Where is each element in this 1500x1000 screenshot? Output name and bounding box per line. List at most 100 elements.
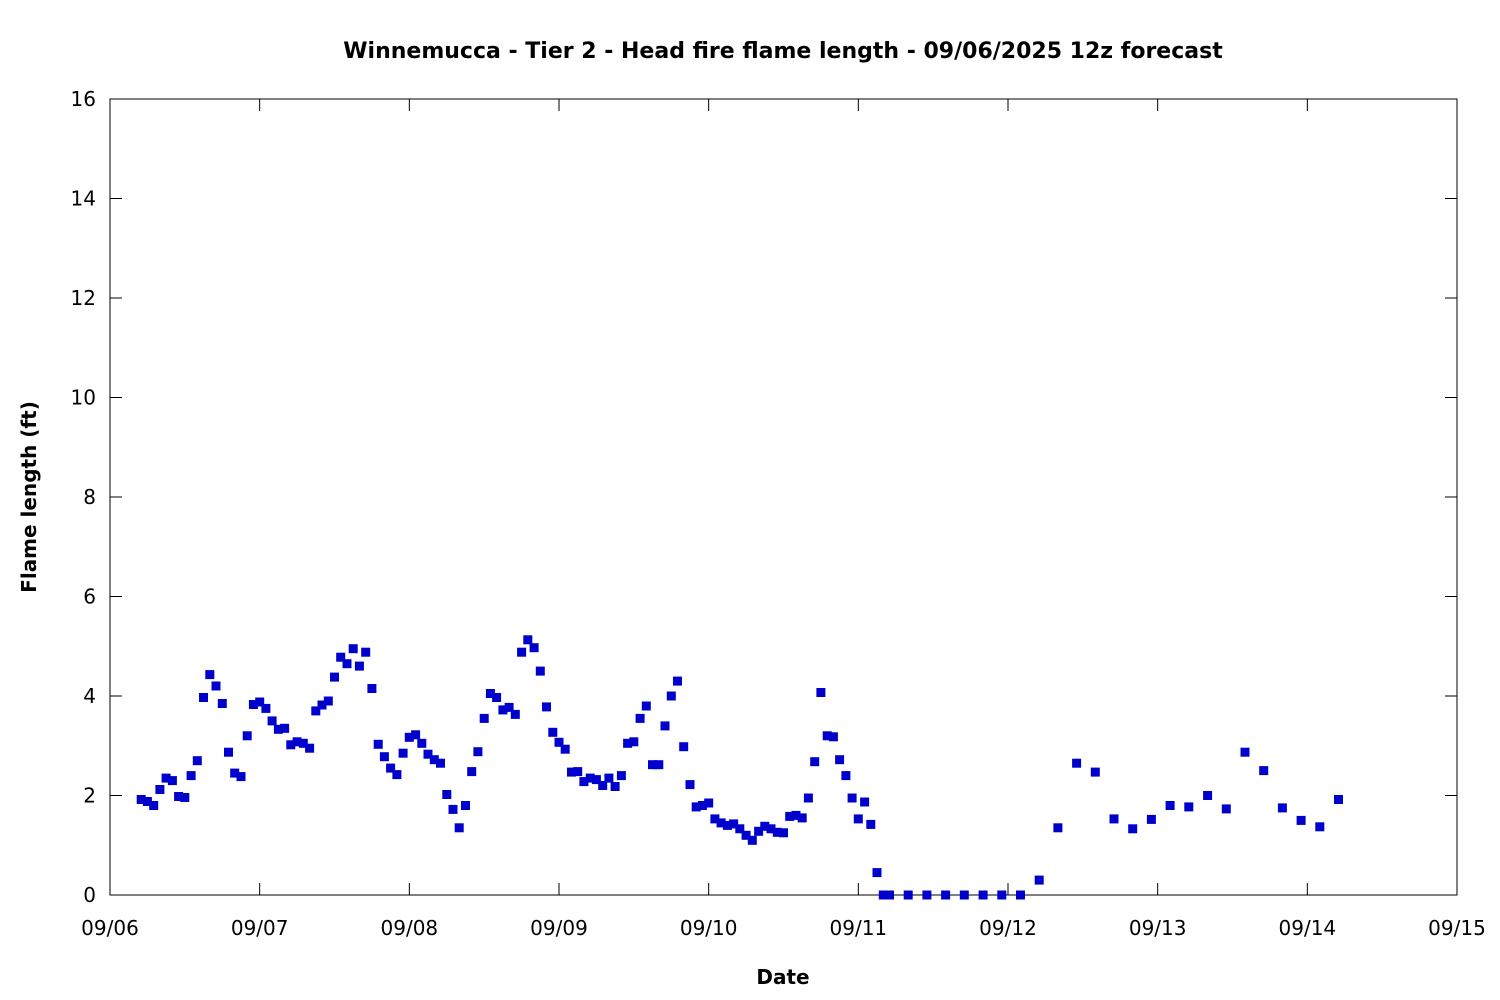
data-point [729,819,739,829]
data-point [1203,791,1213,800]
data-point [579,777,589,787]
data-point [560,744,570,754]
data-point [404,732,414,742]
x-tick-label: 09/08 [381,916,439,940]
data-point [361,647,371,657]
data-point [760,821,770,831]
data-point [772,827,782,837]
data-point [785,811,795,821]
data-point [716,818,726,828]
y-tick-label: 16 [71,87,96,111]
data-point [735,824,745,834]
y-tick-label: 0 [83,883,96,907]
data-point [685,780,695,790]
data-point [1165,801,1175,810]
data-point [803,793,813,803]
data-point [155,785,165,794]
data-point [1334,795,1343,804]
data-point [885,890,894,900]
data-point [853,814,863,824]
data-point [548,727,558,737]
y-tick-label: 4 [83,684,96,708]
data-point [248,700,258,709]
data-point [136,795,146,804]
data-point [454,823,464,833]
data-point [354,661,364,671]
data-point [211,681,221,691]
data-point [816,688,826,697]
data-point [791,810,801,820]
data-point [217,699,227,708]
data-point [1109,814,1119,824]
data-point [922,890,932,900]
data-point [903,890,913,900]
y-axis: 0 2 4 6 8 10 12 14 16 [71,87,1457,907]
data-point [386,763,396,773]
data-point [616,771,626,781]
data-point [779,828,788,838]
data-point [330,672,339,682]
data-point [866,819,876,829]
data-point [872,868,882,878]
data-point [398,748,408,758]
data-point [666,691,676,701]
data-point [448,804,458,814]
x-tick-label: 09/07 [231,916,289,940]
data-point [298,738,308,748]
data-point [255,697,265,707]
x-tick-label: 09/14 [1279,916,1337,940]
data-point [648,760,657,770]
data-point [1221,804,1231,814]
data-point [747,835,757,845]
data-points [136,635,1343,900]
data-point [411,730,421,740]
data-point [754,826,764,836]
data-point [941,890,951,900]
data-point [554,737,564,747]
data-point [797,813,807,823]
y-tick-label: 6 [83,585,96,609]
data-point [1146,814,1156,824]
data-point [236,772,246,782]
data-point [741,830,751,840]
data-point [598,781,608,790]
data-point [722,820,732,830]
x-axis: 09/06 09/07 09/08 09/09 09/10 09/11 09/12 09/13… [81,99,1486,940]
data-point [1090,767,1100,777]
data-point [822,731,832,741]
x-tick-label: 09/11 [830,916,888,940]
chart-title: Winnemucca - Tier 2 - Head fire flame le… [343,39,1223,64]
data-point [336,652,346,662]
data-point [373,739,383,749]
data-point [498,705,508,715]
data-point [167,776,177,786]
data-point [810,757,820,767]
data-point [660,721,670,731]
data-point [710,814,720,824]
data-point [567,767,576,777]
data-point [591,775,601,785]
data-point [529,643,539,653]
data-point [467,767,477,777]
data-point [542,702,551,712]
data-point [1240,747,1250,757]
data-point [679,742,689,752]
data-point [1072,758,1082,768]
data-point [348,644,358,654]
data-point [1016,890,1025,900]
data-point [479,713,489,723]
data-point [367,684,377,693]
data-point [610,782,620,791]
data-point [492,693,502,702]
data-point [485,689,495,698]
data-point [1277,803,1287,813]
data-point [766,824,776,834]
data-point [205,670,215,680]
data-point [697,801,707,810]
x-tick-label: 09/12 [979,916,1037,940]
data-point [305,743,315,753]
data-point [629,737,639,747]
data-point [180,793,190,802]
data-point [517,647,527,657]
data-point [959,890,969,900]
